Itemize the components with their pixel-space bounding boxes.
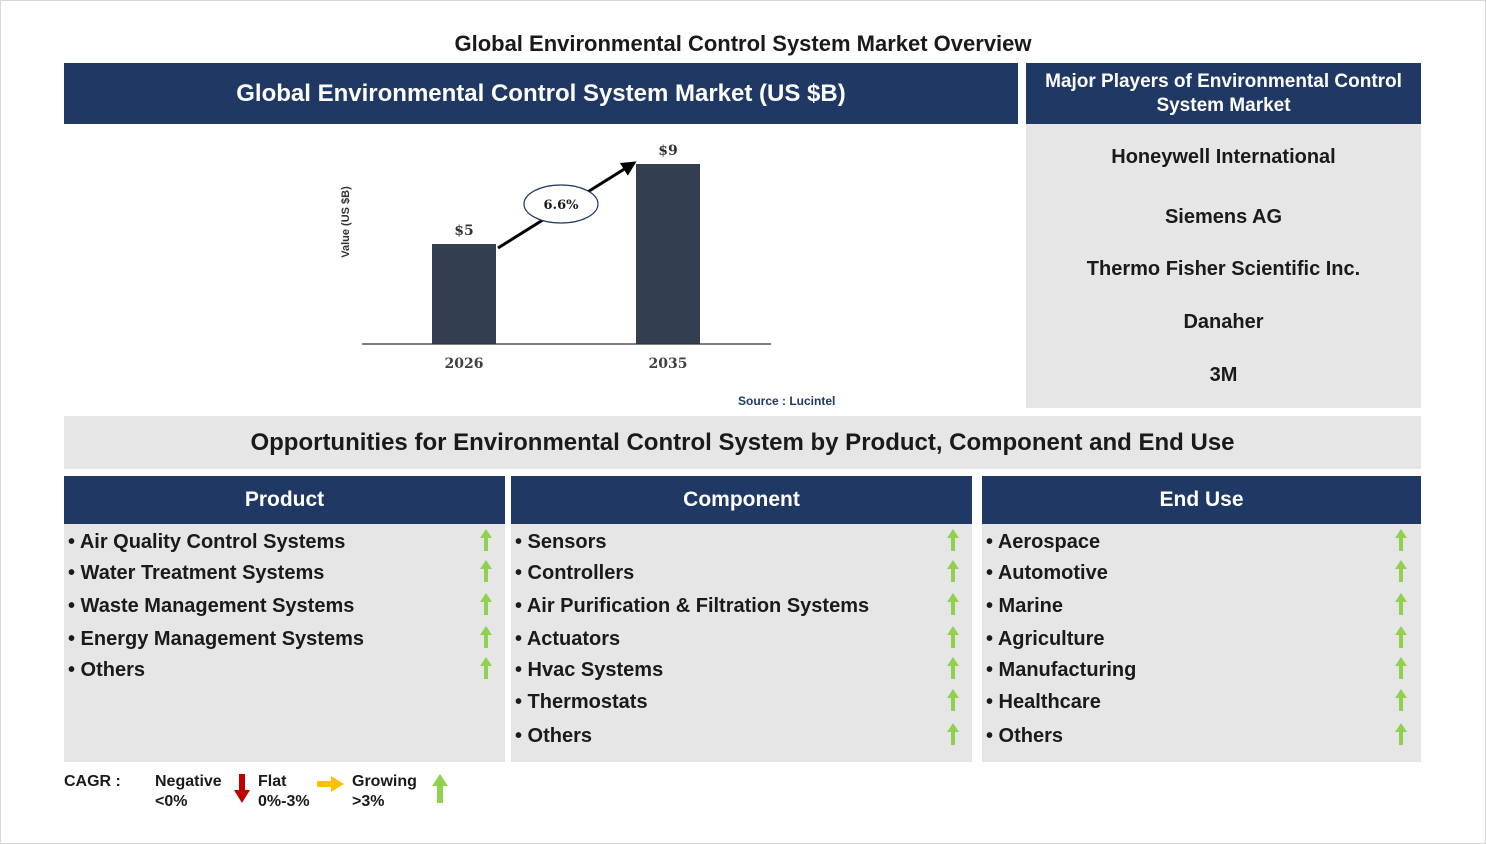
column-body-product (64, 524, 505, 762)
up-arrow-icon (947, 560, 959, 582)
up-arrow-icon (947, 723, 959, 745)
data-label: $5 (454, 223, 473, 239)
up-arrow-icon (432, 774, 448, 803)
list-item: • Controllers (515, 562, 635, 584)
bar (636, 164, 700, 344)
x-tick-label: 2026 (445, 356, 484, 372)
list-item: • Actuators (515, 628, 621, 650)
up-arrow-icon (1395, 689, 1407, 711)
list-item: • Aerospace (986, 531, 1101, 553)
list-item: • Air Purification & Filtration Systems (515, 595, 870, 617)
list-item: • Hvac Systems (515, 659, 664, 681)
list-item: • Agriculture (986, 628, 1105, 650)
source-note: Source : Lucintel (738, 394, 836, 408)
list-item: • Thermostats (515, 691, 648, 713)
down-arrow-icon (234, 774, 250, 803)
players-header: Major Players of Environmental Control S… (1026, 63, 1421, 124)
list-item: • Energy Management Systems (68, 628, 364, 650)
player-item: Danaher (1183, 311, 1264, 333)
up-arrow-icon (480, 657, 492, 679)
up-arrow-icon (947, 593, 959, 615)
column-header-product: Product (64, 476, 505, 524)
list-item: • Others (515, 725, 593, 747)
legend-growing: Growing >3% (352, 772, 417, 812)
list-item: • Others (68, 659, 146, 681)
legend-negative-range: <0% (155, 793, 188, 810)
column-body-component (511, 524, 972, 762)
cagr-bubble (523, 184, 599, 224)
cagr-label: 6.6% (544, 198, 580, 213)
list-item: • Others (986, 725, 1064, 747)
list-item: • Manufacturing (986, 659, 1137, 681)
player-item: 3M (1209, 364, 1238, 386)
list-item: • Marine (986, 595, 1064, 617)
list-item: • Healthcare (986, 691, 1101, 713)
list-item: • Waste Management Systems (68, 595, 355, 617)
list-item: • Air Quality Control Systems (68, 531, 346, 553)
player-item: Siemens AG (1164, 206, 1283, 228)
legend-cagr-label: CAGR : (64, 773, 121, 790)
up-arrow-icon (480, 626, 492, 648)
column-header-end-use: End Use (982, 476, 1421, 524)
legend-negative: Negative <0% (155, 772, 222, 812)
legend-negative-name: Negative (155, 773, 222, 790)
x-tick-label: 2035 (649, 356, 688, 372)
up-arrow-icon (480, 593, 492, 615)
data-label: $9 (658, 143, 677, 159)
column-header-component: Component (511, 476, 972, 524)
player-item: Honeywell International (1111, 146, 1336, 168)
y-axis-label: Value (US $B) (340, 186, 352, 258)
up-arrow-icon (1395, 529, 1407, 551)
up-arrow-icon (947, 529, 959, 551)
column-body-end-use (982, 524, 1421, 762)
bar (432, 244, 496, 344)
legend-flat: Flat 0%-3% (258, 772, 310, 812)
legend-flat-name: Flat (258, 773, 287, 790)
up-arrow-icon (947, 657, 959, 679)
market-bar-chart: Value (US $B) $5 2026 $9 2035 6.6% (340, 143, 771, 372)
legend-growing-range: >3% (352, 793, 385, 810)
list-item: • Sensors (515, 531, 607, 553)
legend-flat-range: 0%-3% (258, 793, 310, 810)
up-arrow-icon (480, 560, 492, 582)
page-title: Global Environmental Control System Mark… (454, 31, 1032, 56)
legend-growing-name: Growing (352, 773, 417, 790)
up-arrow-icon (947, 689, 959, 711)
list-item: • Automotive (986, 562, 1108, 584)
up-arrow-icon (1395, 657, 1407, 679)
up-arrow-icon (1395, 560, 1407, 582)
up-arrow-icon (947, 626, 959, 648)
up-arrow-icon (1395, 593, 1407, 615)
chart-header: Global Environmental Control System Mark… (64, 63, 1018, 124)
up-arrow-icon (1395, 626, 1407, 648)
up-arrow-icon (480, 529, 492, 551)
opportunities-header: Opportunities for Environmental Control … (64, 416, 1421, 469)
right-arrow-icon (317, 776, 344, 792)
player-item: Thermo Fisher Scientific Inc. (1086, 258, 1361, 280)
up-arrow-icon (1395, 723, 1407, 745)
players-list: Honeywell International Siemens AG Thermo … (1026, 124, 1421, 408)
list-item: • Water Treatment Systems (68, 562, 325, 584)
